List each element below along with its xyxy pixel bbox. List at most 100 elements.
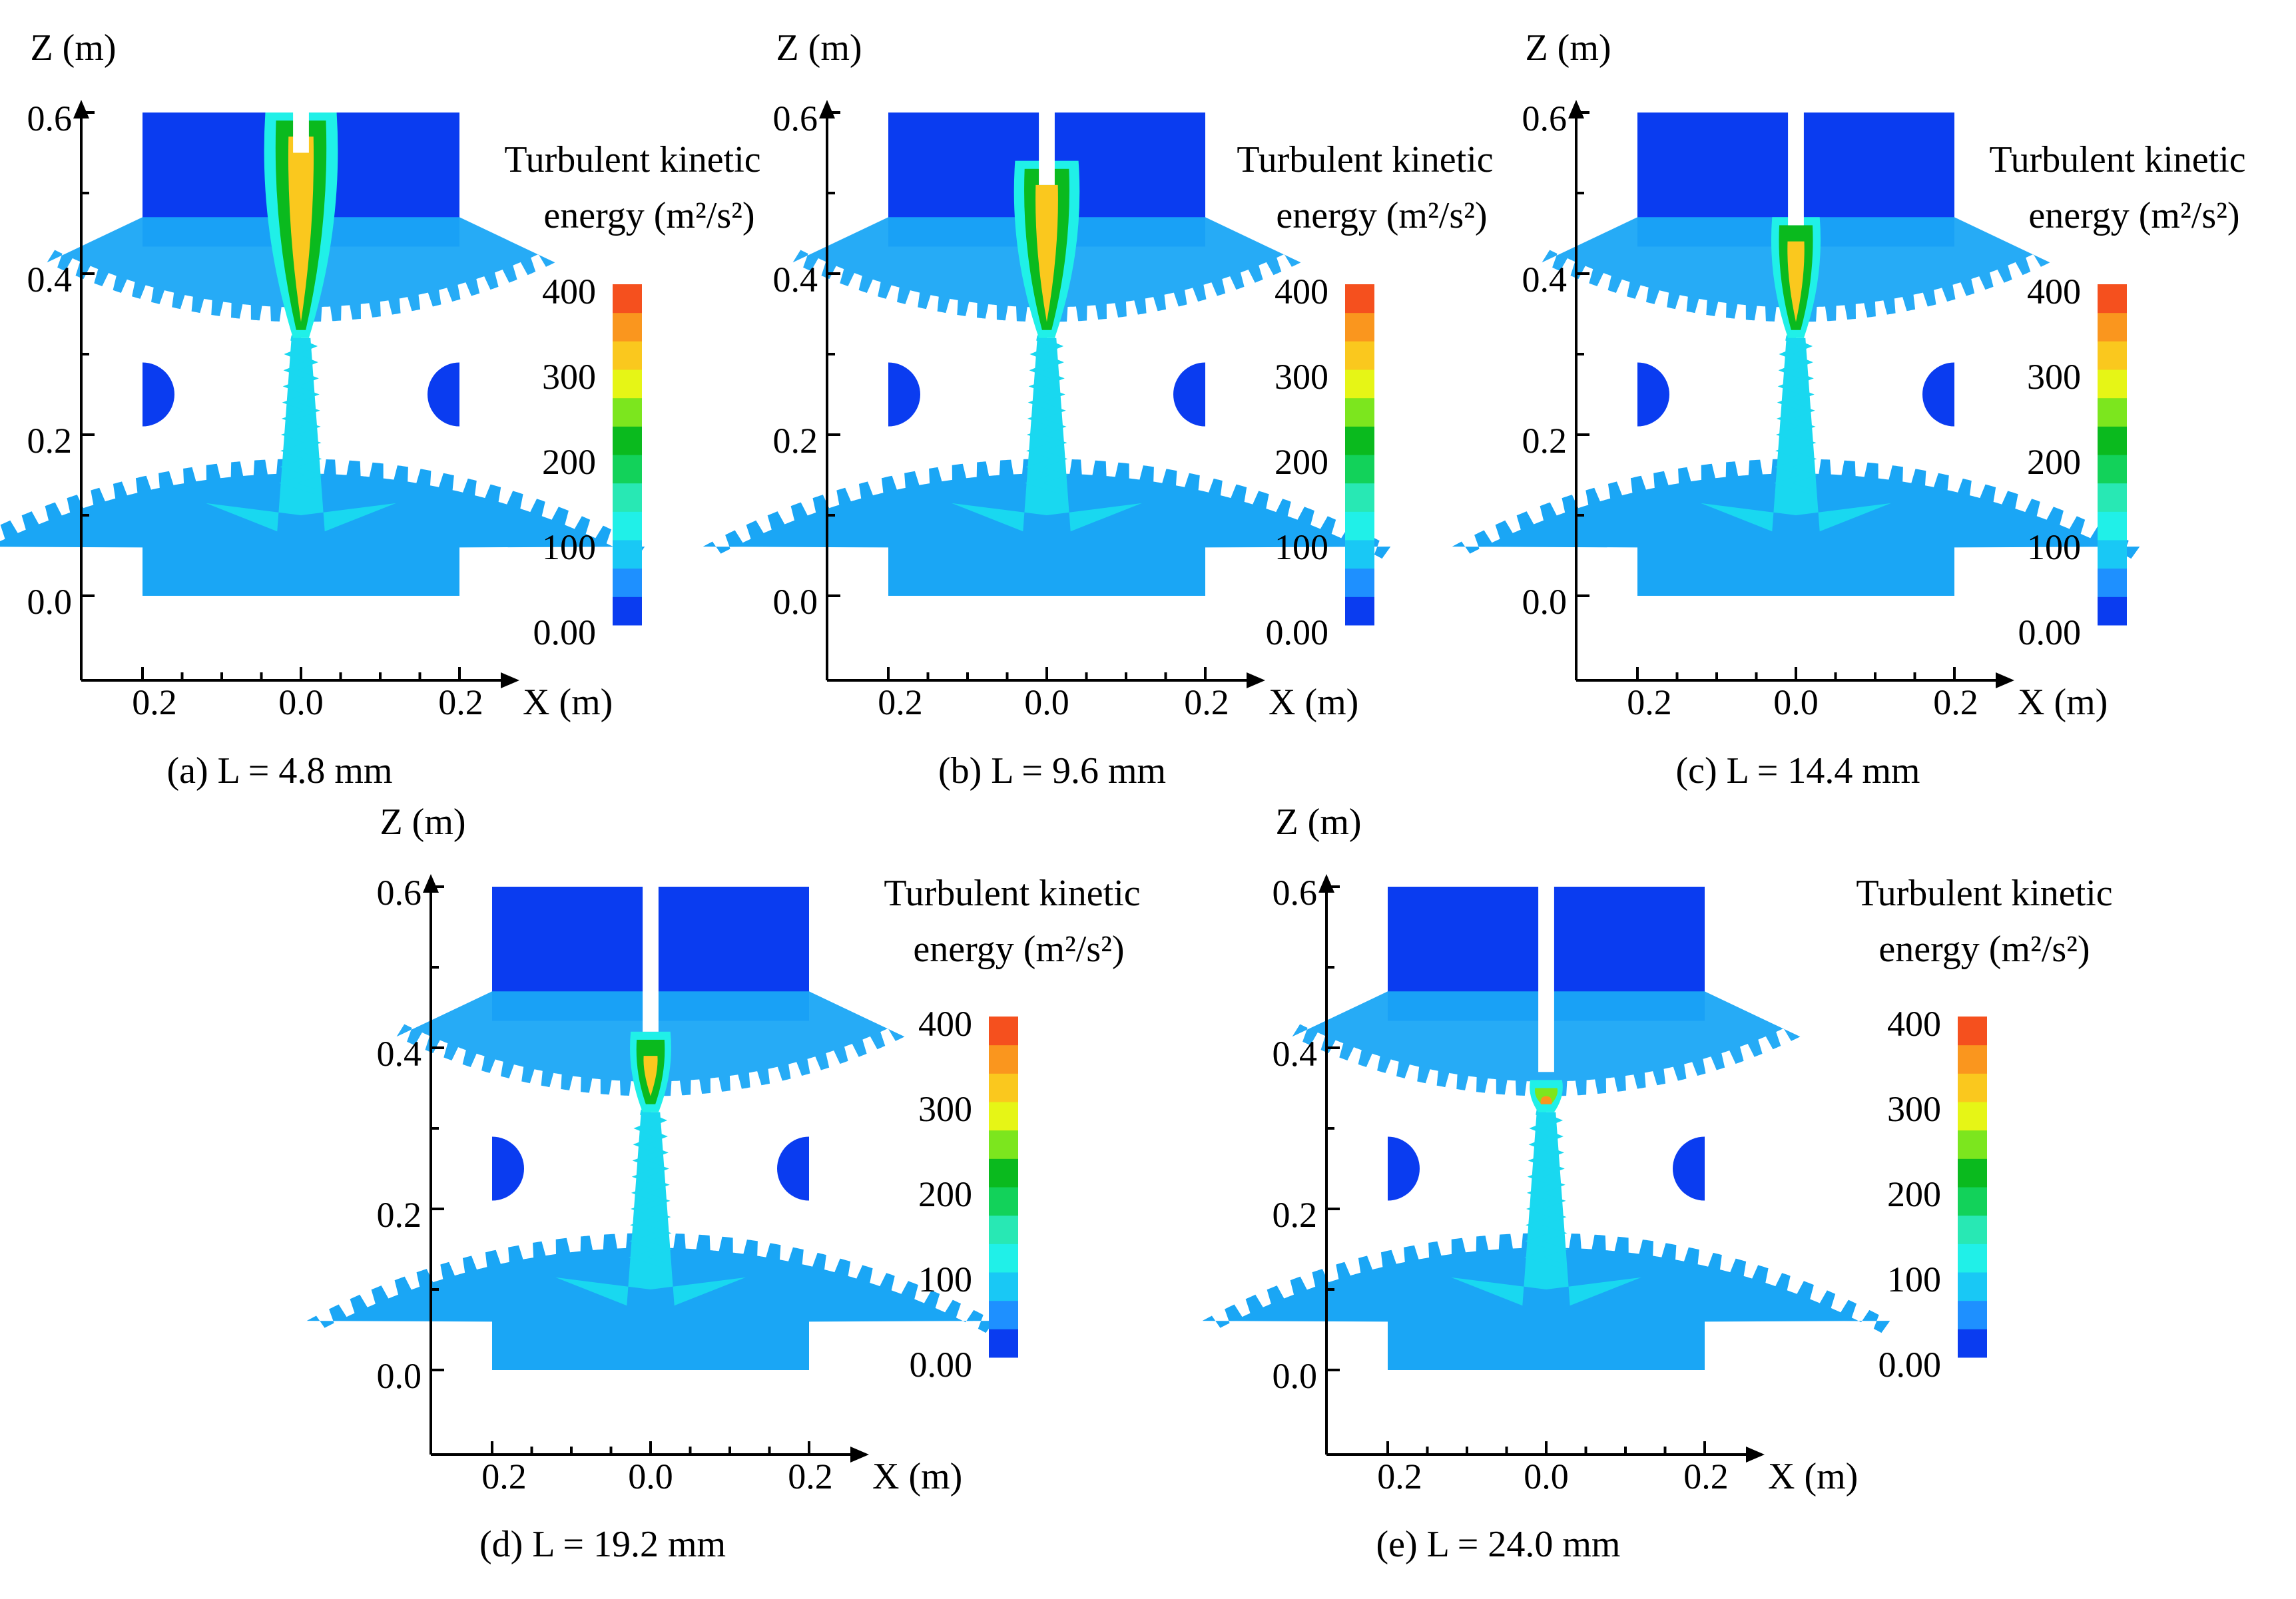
colorbar-level [1958, 1187, 1987, 1216]
colorbar-tick-label: 100 [542, 527, 596, 567]
colorbar-level [989, 1073, 1018, 1102]
colorbar-level [1345, 596, 1374, 626]
right-hub [1173, 362, 1205, 427]
colorbar [1958, 1017, 1987, 1358]
z-tick-label: 0.0 [377, 1356, 422, 1396]
colorbar [2098, 284, 2127, 626]
panel-a: Z (m) X (m) 0.6 0.4 0.2 0.0 0.2 0.0 0.2 … [0, 27, 761, 792]
z-tick-labels: 0.6 0.4 0.2 0.0 [1522, 99, 1568, 622]
x-tick-label: 0.0 [628, 1457, 673, 1496]
colorbar-title-line2: energy (m²/s²) [2028, 195, 2239, 236]
colorbar-level [989, 1158, 1018, 1188]
x-axis-arrow [1247, 672, 1265, 688]
z-tick-label: 0.2 [1273, 1195, 1318, 1235]
colorbar-level [989, 1244, 1018, 1273]
x-axis-label: X (m) [2018, 682, 2108, 723]
colorbar-level [989, 1017, 1018, 1046]
colorbar-level [613, 483, 642, 512]
left-hub [492, 1136, 524, 1201]
colorbar-level [613, 455, 642, 484]
colorbar-level [1958, 1102, 1987, 1131]
colorbar-tick-label: 300 [2027, 357, 2081, 397]
colorbar-tick-label: 200 [542, 442, 596, 482]
colorbar-level [989, 1102, 1018, 1131]
left-hub [143, 362, 174, 427]
colorbar-title-line1: Turbulent kinetic [1989, 139, 2245, 180]
colorbar-level [1958, 1272, 1987, 1301]
z-tick-label: 0.4 [773, 260, 818, 300]
panel-caption: (b) L = 9.6 mm [938, 750, 1166, 792]
colorbar-tick-label: 400 [542, 272, 596, 312]
z-tick-label: 0.0 [1273, 1356, 1318, 1396]
z-tick-label: 0.2 [377, 1195, 422, 1235]
z-tick-label: 0.4 [1522, 260, 1568, 300]
x-axis-label: X (m) [872, 1456, 962, 1497]
colorbar-tick-label: 400 [918, 1004, 972, 1044]
colorbar-level [2098, 284, 2127, 314]
colorbar-level [1958, 1044, 1987, 1074]
z-tick-label: 0.0 [27, 582, 73, 622]
plume-peak [1035, 184, 1058, 322]
z-tick-labels: 0.6 0.4 0.2 0.0 [377, 873, 422, 1396]
z-tick-label: 0.4 [377, 1034, 422, 1074]
colorbar-level [613, 511, 642, 541]
nozzle [1538, 887, 1554, 1072]
colorbar-level [1958, 1158, 1987, 1188]
meshing-zigzag [1774, 335, 1818, 494]
colorbar-tick-label: 0.00 [533, 612, 597, 652]
colorbar-level [613, 341, 642, 370]
colorbar [989, 1017, 1018, 1358]
colorbar-level [613, 426, 642, 455]
plume-peak [1540, 1096, 1552, 1104]
x-tick-label: 0.2 [1184, 682, 1229, 722]
z-tick-label: 0.6 [27, 99, 73, 138]
x-tick-labels: 0.2 0.0 0.2 [1627, 682, 1978, 722]
colorbar-title-line2: energy (m²/s²) [1276, 195, 1487, 236]
x-tick-label: 0.2 [1933, 682, 1978, 722]
x-tick-label: 0.2 [481, 1457, 527, 1496]
colorbar-tick-label: 0.00 [910, 1345, 973, 1385]
x-tick-labels: 0.2 0.0 0.2 [481, 1457, 833, 1496]
colorbar-level [2098, 540, 2127, 569]
x-axis-label: X (m) [523, 682, 613, 723]
colorbar-level [1345, 284, 1374, 314]
contour-plot [1202, 887, 1890, 1370]
panel-caption: (c) L = 14.4 mm [1676, 750, 1920, 792]
colorbar-level [1345, 397, 1374, 427]
colorbar-level [1345, 455, 1374, 484]
colorbar-level [989, 1215, 1018, 1244]
y-axis-label: Z (m) [1525, 27, 1611, 69]
z-tick-label: 0.4 [1273, 1034, 1318, 1074]
colorbar-tick-labels: 400 300 200 100 0.00 [533, 272, 597, 652]
colorbar-tick-label: 200 [1887, 1174, 1941, 1214]
z-tick-label: 0.2 [27, 421, 73, 461]
meshing-zigzag [629, 1109, 673, 1268]
x-tick-label: 0.2 [1627, 682, 1672, 722]
x-tick-label: 0.2 [438, 682, 483, 722]
z-tick-label: 0.4 [27, 260, 73, 300]
left-hub [1637, 362, 1669, 427]
z-tick-label: 0.6 [377, 873, 422, 913]
colorbar-level [1958, 1244, 1987, 1273]
colorbar-level [1345, 426, 1374, 455]
plume-peak [643, 1056, 658, 1096]
meshing-neck-region [555, 1112, 746, 1306]
x-axis-label: X (m) [1768, 1456, 1858, 1497]
colorbar-tick-labels: 400 300 200 100 0.00 [1878, 1004, 1942, 1385]
colorbar-level [1345, 540, 1374, 569]
colorbar-level [1958, 1329, 1987, 1358]
contour-plot [1452, 113, 2140, 596]
colorbar-tick-label: 0.00 [1878, 1345, 1942, 1385]
colorbar [1345, 284, 1374, 626]
x-tick-label: 0.0 [278, 682, 324, 722]
colorbar-title-line1: Turbulent kinetic [884, 873, 1140, 914]
colorbar [613, 284, 642, 626]
meshing-neck-region [1701, 338, 1891, 532]
x-tick-labels: 0.2 0.0 0.2 [878, 682, 1229, 722]
z-tick-label: 0.6 [1273, 873, 1318, 913]
colorbar-title-line2: energy (m²/s²) [543, 195, 754, 236]
plume-peak [1787, 241, 1805, 322]
colorbar-level [1958, 1073, 1987, 1102]
colorbar-level [1345, 511, 1374, 541]
y-axis-label: Z (m) [1275, 801, 1361, 843]
